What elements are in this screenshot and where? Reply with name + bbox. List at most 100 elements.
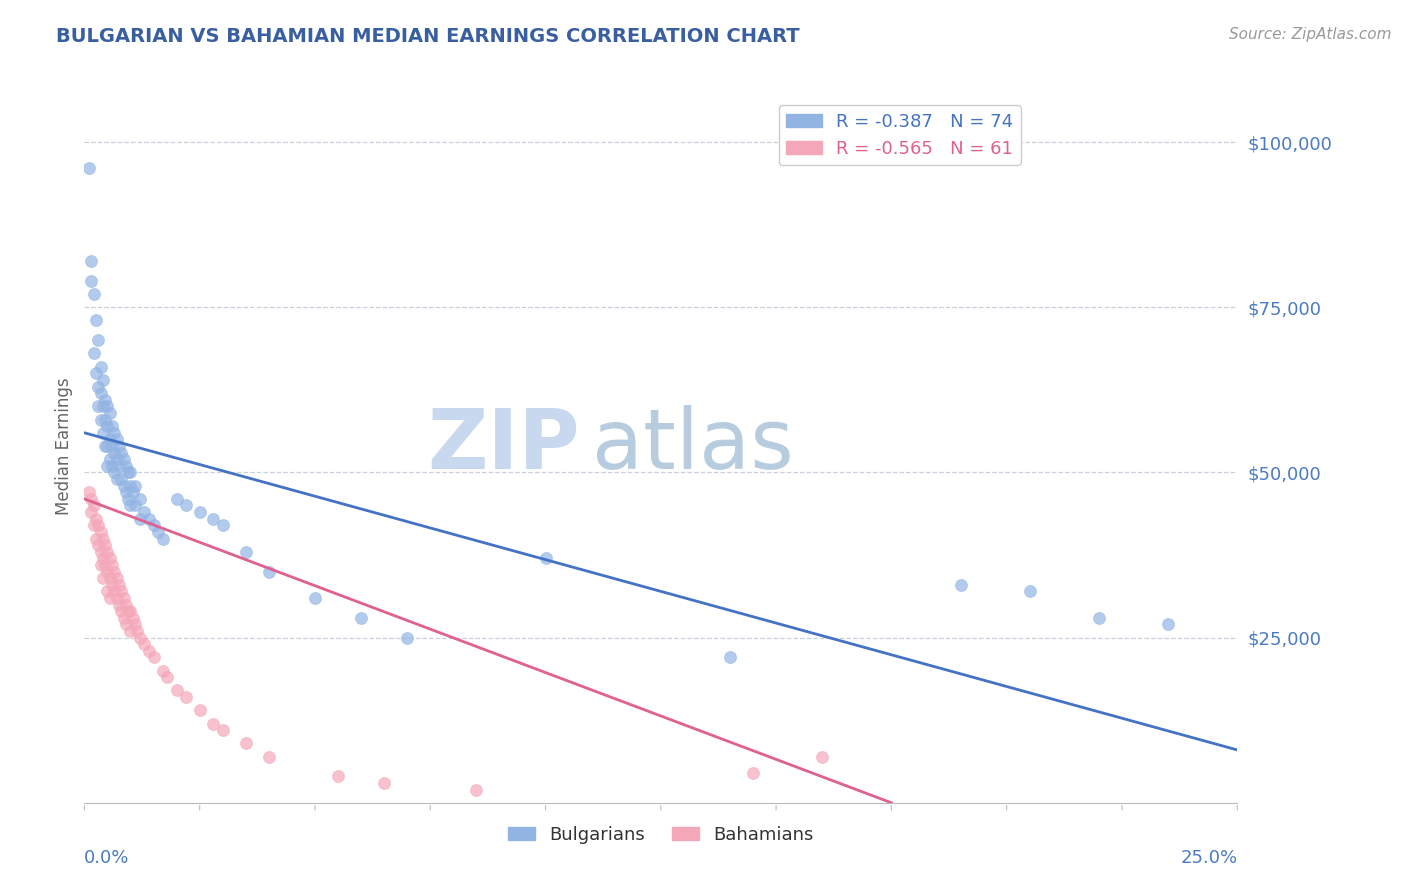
Point bbox=[103, 466, 125, 480]
Point bbox=[110, 604, 132, 618]
Point bbox=[101, 439, 124, 453]
Point bbox=[89, 359, 111, 374]
Point bbox=[112, 611, 135, 625]
Point bbox=[84, 367, 107, 381]
Point bbox=[949, 578, 972, 592]
Point bbox=[80, 491, 103, 506]
Point bbox=[134, 637, 156, 651]
Point bbox=[91, 551, 114, 566]
Point bbox=[188, 505, 211, 519]
Point bbox=[202, 716, 225, 731]
Point bbox=[350, 611, 373, 625]
Point bbox=[84, 511, 107, 525]
Point bbox=[202, 511, 225, 525]
Point bbox=[124, 478, 146, 492]
Point bbox=[105, 571, 128, 585]
Point bbox=[94, 538, 117, 552]
Point bbox=[87, 400, 110, 414]
Point bbox=[105, 591, 128, 605]
Point bbox=[146, 524, 169, 539]
Point bbox=[120, 466, 142, 480]
Point bbox=[166, 491, 188, 506]
Point bbox=[373, 776, 395, 790]
Point bbox=[112, 452, 135, 467]
Point bbox=[188, 703, 211, 717]
Point bbox=[80, 254, 103, 268]
Point bbox=[166, 683, 188, 698]
Text: Source: ZipAtlas.com: Source: ZipAtlas.com bbox=[1229, 27, 1392, 42]
Point bbox=[128, 491, 150, 506]
Point bbox=[128, 511, 150, 525]
Point bbox=[91, 400, 114, 414]
Point bbox=[396, 631, 419, 645]
Point bbox=[120, 604, 142, 618]
Point bbox=[84, 313, 107, 327]
Point bbox=[96, 400, 118, 414]
Text: 25.0%: 25.0% bbox=[1180, 849, 1237, 867]
Point bbox=[96, 565, 118, 579]
Point bbox=[128, 631, 150, 645]
Point bbox=[112, 478, 135, 492]
Text: BULGARIAN VS BAHAMIAN MEDIAN EARNINGS CORRELATION CHART: BULGARIAN VS BAHAMIAN MEDIAN EARNINGS CO… bbox=[56, 27, 800, 45]
Point bbox=[94, 439, 117, 453]
Point bbox=[101, 558, 124, 572]
Point bbox=[101, 419, 124, 434]
Point bbox=[83, 287, 105, 301]
Point bbox=[304, 591, 326, 605]
Point bbox=[103, 445, 125, 459]
Point bbox=[1088, 611, 1111, 625]
Point bbox=[101, 458, 124, 473]
Point bbox=[108, 598, 131, 612]
Point bbox=[117, 466, 139, 480]
Point bbox=[91, 425, 114, 440]
Point bbox=[108, 439, 131, 453]
Point bbox=[235, 736, 257, 750]
Point bbox=[91, 373, 114, 387]
Point bbox=[121, 611, 143, 625]
Point bbox=[152, 532, 174, 546]
Point bbox=[91, 532, 114, 546]
Point bbox=[110, 445, 132, 459]
Point bbox=[465, 782, 488, 797]
Point bbox=[94, 558, 117, 572]
Point bbox=[98, 452, 121, 467]
Point bbox=[134, 505, 156, 519]
Point bbox=[96, 419, 118, 434]
Point bbox=[96, 545, 118, 559]
Point bbox=[89, 386, 111, 401]
Point bbox=[103, 565, 125, 579]
Text: atlas: atlas bbox=[592, 406, 793, 486]
Point bbox=[108, 578, 131, 592]
Point bbox=[83, 499, 105, 513]
Point bbox=[87, 538, 110, 552]
Point bbox=[124, 499, 146, 513]
Point bbox=[174, 690, 197, 704]
Point bbox=[77, 161, 100, 176]
Point bbox=[138, 511, 160, 525]
Point bbox=[138, 644, 160, 658]
Point bbox=[105, 452, 128, 467]
Point bbox=[77, 485, 100, 500]
Point bbox=[105, 433, 128, 447]
Point bbox=[1157, 617, 1180, 632]
Point bbox=[87, 333, 110, 347]
Point bbox=[89, 545, 111, 559]
Point bbox=[117, 491, 139, 506]
Point bbox=[108, 458, 131, 473]
Point bbox=[80, 274, 103, 288]
Point bbox=[718, 650, 741, 665]
Legend: Bulgarians, Bahamians: Bulgarians, Bahamians bbox=[501, 819, 821, 851]
Text: ZIP: ZIP bbox=[427, 406, 581, 486]
Point bbox=[89, 412, 111, 426]
Point bbox=[115, 485, 138, 500]
Point bbox=[142, 650, 165, 665]
Point bbox=[98, 551, 121, 566]
Point bbox=[83, 518, 105, 533]
Point bbox=[101, 578, 124, 592]
Point bbox=[326, 769, 349, 783]
Point bbox=[257, 749, 280, 764]
Point bbox=[115, 617, 138, 632]
Point bbox=[98, 406, 121, 420]
Point bbox=[257, 565, 280, 579]
Point bbox=[120, 624, 142, 638]
